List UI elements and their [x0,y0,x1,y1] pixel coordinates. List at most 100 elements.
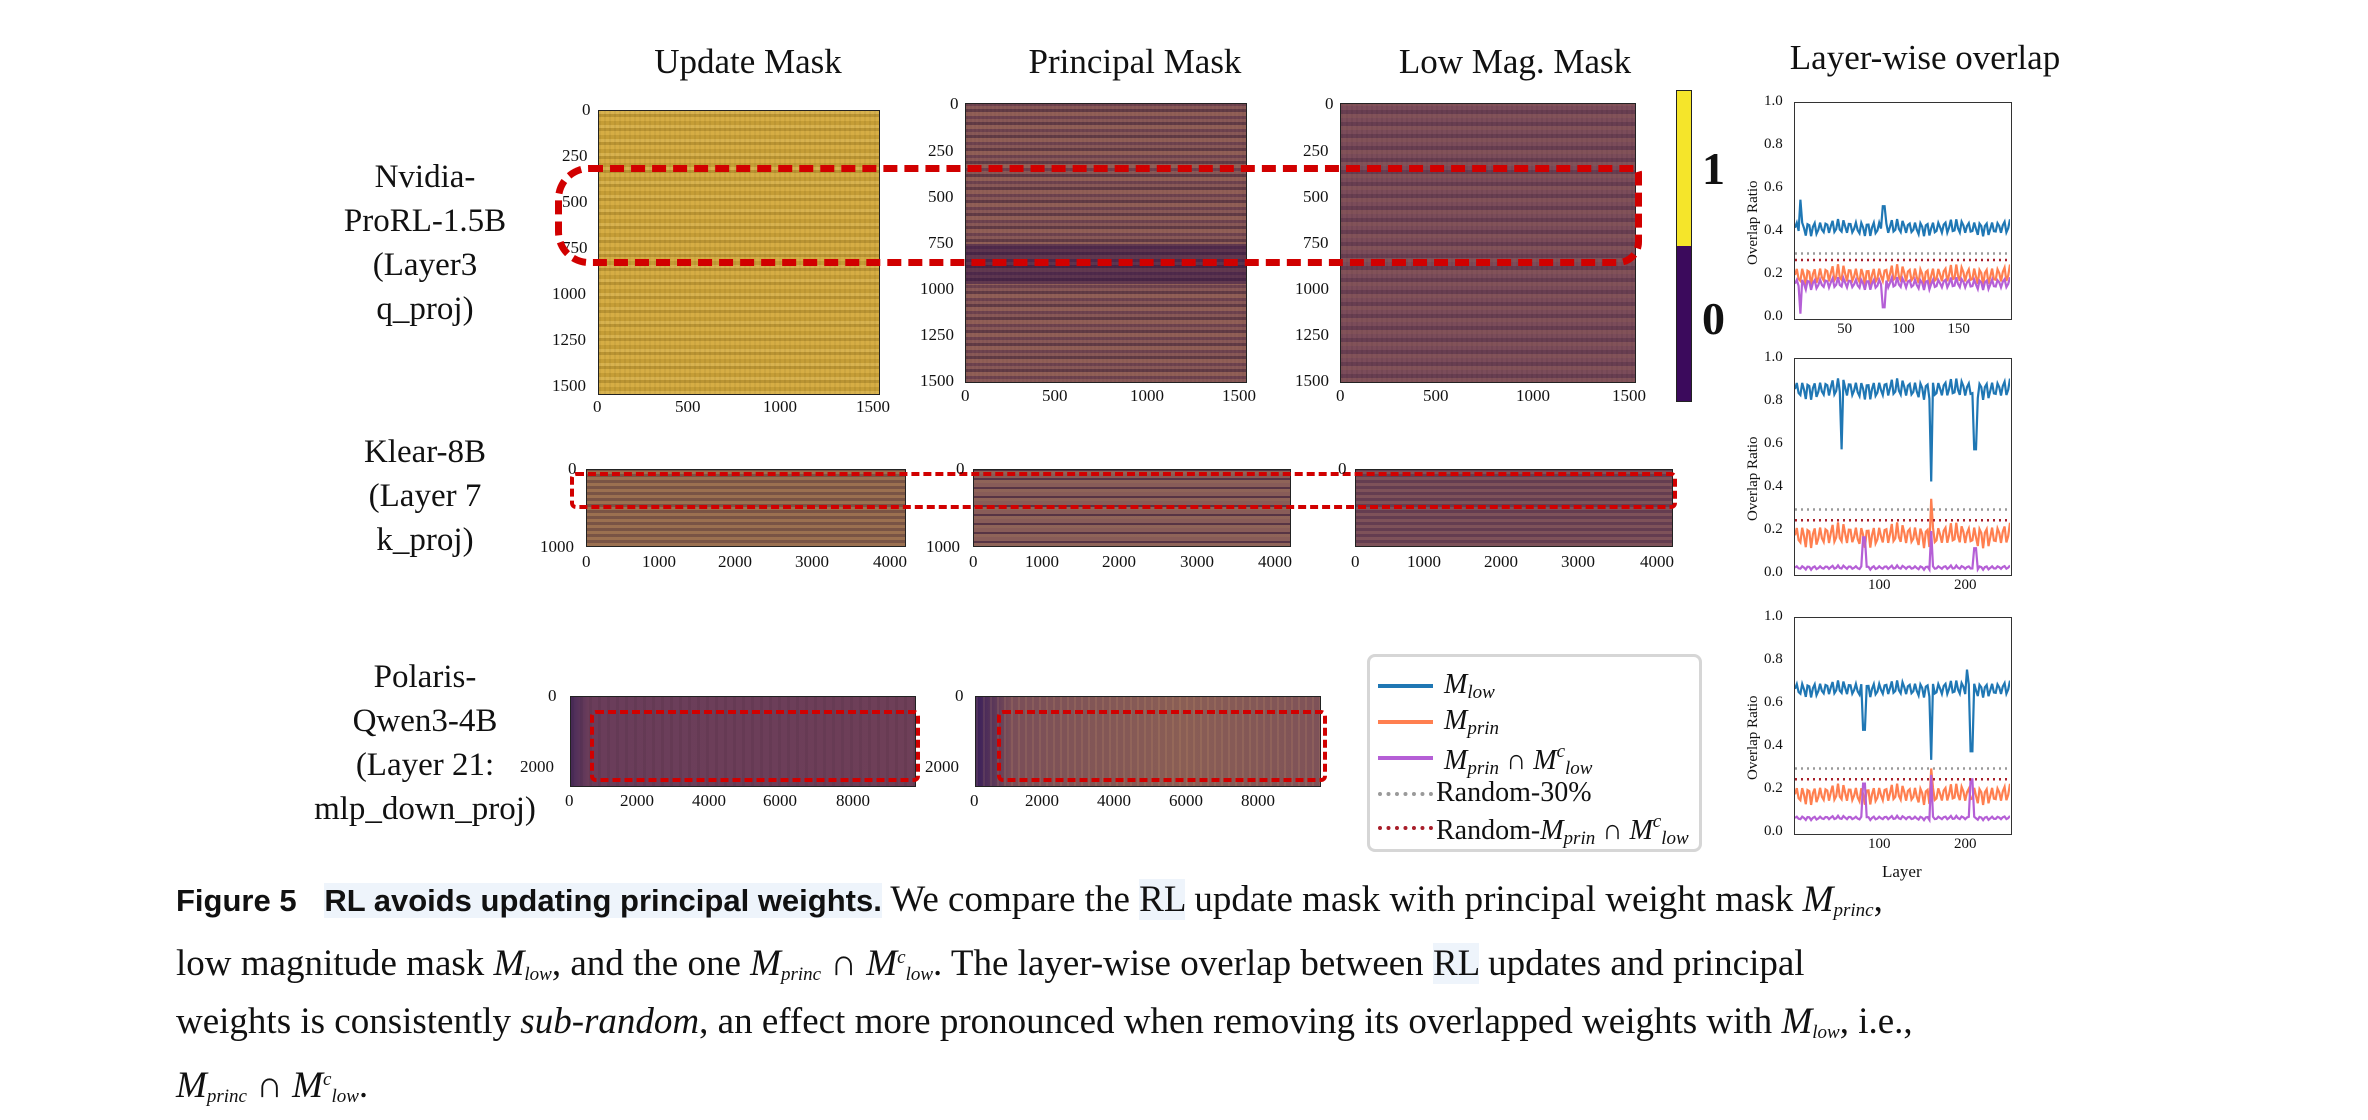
plot-ytick: 0.6 [1764,435,1783,451]
tick: 6000 [1169,791,1203,810]
legend-label-m-inter: Mprin ∩ Mclow [1444,741,1593,779]
tick: 750 [1303,233,1329,252]
tick: 2000 [520,757,554,776]
tick: 0 [961,386,970,405]
caption-line-1: Figure 5 RL avoids updating principal we… [176,879,1883,921]
series-line-m_inter [1795,273,2010,314]
plot-ytick: 0.0 [1764,308,1783,324]
tick: 1000 [1295,279,1329,298]
tick: 250 [562,146,588,165]
legend-line-random-inter [1378,826,1433,830]
tick: 2000 [1025,791,1059,810]
tick: 0 [548,686,557,705]
caption-fig-title: RL avoids updating principal weights. [324,883,882,918]
plot-ytick: 0.0 [1764,823,1783,839]
heatmap-nvidia-low [1340,103,1636,383]
tick: 1000 [920,279,954,298]
tick: 1500 [856,397,890,416]
caption-fig-label: Figure 5 [176,883,297,918]
tick: 2000 [620,791,654,810]
legend-label-m-low: Mlow [1444,669,1495,703]
xlabel-plot-3: Layer [1882,862,1922,881]
tick: 0 [582,552,591,571]
highlight-box-row2 [570,472,1677,509]
tick: 500 [1042,386,1068,405]
heatmap-nvidia-principal [965,103,1247,383]
tick: 1500 [1222,386,1256,405]
tick: 1000 [926,537,960,556]
row1-line2: ProRL-1.5B [343,203,507,239]
heatmap-nvidia-update [598,110,880,395]
tick: 2000 [718,552,752,571]
legend-label-random-inter: Random-Mprin ∩ Mclow [1436,811,1689,849]
tick: 1250 [1295,325,1329,344]
tick: 1000 [552,284,586,303]
tick: 8000 [1241,791,1275,810]
tick: 8000 [836,791,870,810]
tick: 4000 [1097,791,1131,810]
tick: 0 [1338,459,1347,478]
plot-ytick: 0.4 [1764,737,1783,753]
plot-ytick: 1.0 [1764,349,1783,365]
colorbar-top [1677,91,1691,246]
overlap-plot-1 [1794,102,2012,320]
legend-line-m-prin [1378,720,1433,724]
plot-xtick: 100 [1868,577,1891,593]
tick: 3000 [1561,552,1595,571]
row3-line3: (Layer 21: [355,747,495,783]
colorbar-bottom [1677,246,1691,401]
tick: 3000 [1180,552,1214,571]
row-label-polaris: Polaris- Qwen3-4B (Layer 21: mlp_down_pr… [290,655,560,831]
tick: 4000 [692,791,726,810]
tick: 2000 [1102,552,1136,571]
title-update-mask: Update Mask [654,42,842,81]
title-layer-wise-overlap: Layer-wise overlap [1789,38,2061,77]
series-line-m_prin [1795,263,2010,286]
tick: 1000 [1130,386,1164,405]
plot-ytick: 1.0 [1764,93,1783,109]
tick: 0 [956,459,965,478]
row2-line3: k_proj) [376,522,474,558]
tick: 1000 [1516,386,1550,405]
figure-caption: Figure 5 RL avoids updating principal we… [176,876,2216,1120]
plot-ytick: 0.6 [1764,179,1783,195]
legend: Mlow Mprin Mprin ∩ Mclow Random-30% Rand… [1367,654,1702,852]
row1-line3: (Layer3 [372,247,478,283]
row3-line4: mlp_down_proj) [314,791,536,827]
tick: 500 [1303,187,1329,206]
tick: 4000 [1258,552,1292,571]
tick: 0 [568,459,577,478]
legend-label-random30: Random-30% [1436,777,1592,808]
plot-ytick: 0.8 [1764,392,1783,408]
tick: 1000 [642,552,676,571]
colorbar-label-0: 0 [1702,293,1725,344]
tick: 1500 [1612,386,1646,405]
row-label-klear: Klear-8B (Layer 7 k_proj) [300,430,550,562]
plot-ytick: 0.2 [1764,780,1783,796]
caption-line-2: low magnitude mask Mlow, and the one Mpr… [176,943,1805,985]
series-line-m_inter [1795,774,2010,824]
series-line-m_low [1795,669,2010,760]
tick: 0 [970,791,979,810]
series-line-m_low [1795,199,2010,239]
tick: 2000 [1484,552,1518,571]
row3-line2: Qwen3-4B [352,703,498,739]
tick: 0 [593,397,602,416]
row1-line4: q_proj) [376,291,474,327]
plot-ytick: 1.0 [1764,608,1783,624]
caption-line-3: weights is consistently sub-random, an e… [176,1001,1913,1043]
tick: 250 [1303,141,1329,160]
colorbar-label-1: 1 [1702,143,1725,194]
tick: 2000 [925,757,959,776]
tick: 500 [928,187,954,206]
tick: 1000 [763,397,797,416]
tick: 3000 [795,552,829,571]
tick: 0 [1325,94,1334,113]
plot-xtick: 100 [1868,836,1891,852]
title-principal-mask: Principal Mask [1028,42,1242,81]
tick: 500 [675,397,701,416]
tick: 1500 [1295,371,1329,390]
tick: 0 [1351,552,1360,571]
tick: 0 [582,100,591,119]
series-line-m_inter [1795,530,2010,573]
